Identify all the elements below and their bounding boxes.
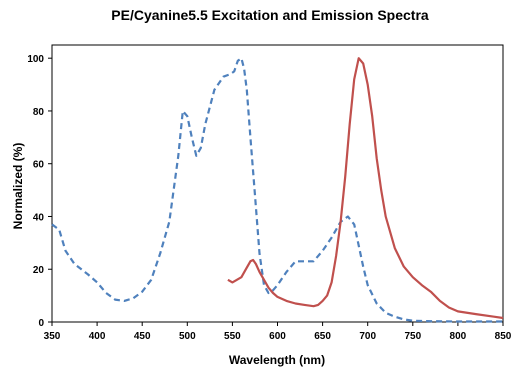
y-tick-label: 60: [33, 160, 45, 171]
x-tick-label: 600: [269, 331, 286, 342]
y-tick-label: 40: [33, 212, 45, 223]
y-axis-label: Normalized (%): [11, 143, 25, 230]
x-tick-label: 400: [89, 331, 106, 342]
plot-area: 350 400 450 500 550 600 650 700 750 800 850 0 20 40 60…: [27, 44, 512, 342]
plot-frame: [51, 44, 504, 323]
y-tick-label: 100: [27, 54, 44, 65]
x-axis-label: Wavelength (nm): [229, 353, 325, 367]
x-tick-label: 850: [495, 331, 512, 342]
emission-series-line: [227, 57, 504, 320]
y-tick-label: 80: [33, 107, 45, 118]
y-tick-label: 0: [38, 318, 44, 329]
x-tick-label: 650: [314, 331, 331, 342]
x-tick-label: 750: [404, 331, 421, 342]
excitation-series-line: [51, 57, 503, 323]
x-tick-label: 700: [359, 331, 376, 342]
chart-title: PE/Cyanine5.5 Excitation and Emission Sp…: [111, 7, 429, 23]
x-tick-label: 550: [224, 331, 241, 342]
x-tick-label: 450: [134, 331, 151, 342]
x-tick-label: 350: [44, 331, 61, 342]
x-tick-label: 500: [179, 331, 196, 342]
x-tick-label: 800: [450, 331, 467, 342]
y-tick-label: 20: [33, 265, 45, 276]
